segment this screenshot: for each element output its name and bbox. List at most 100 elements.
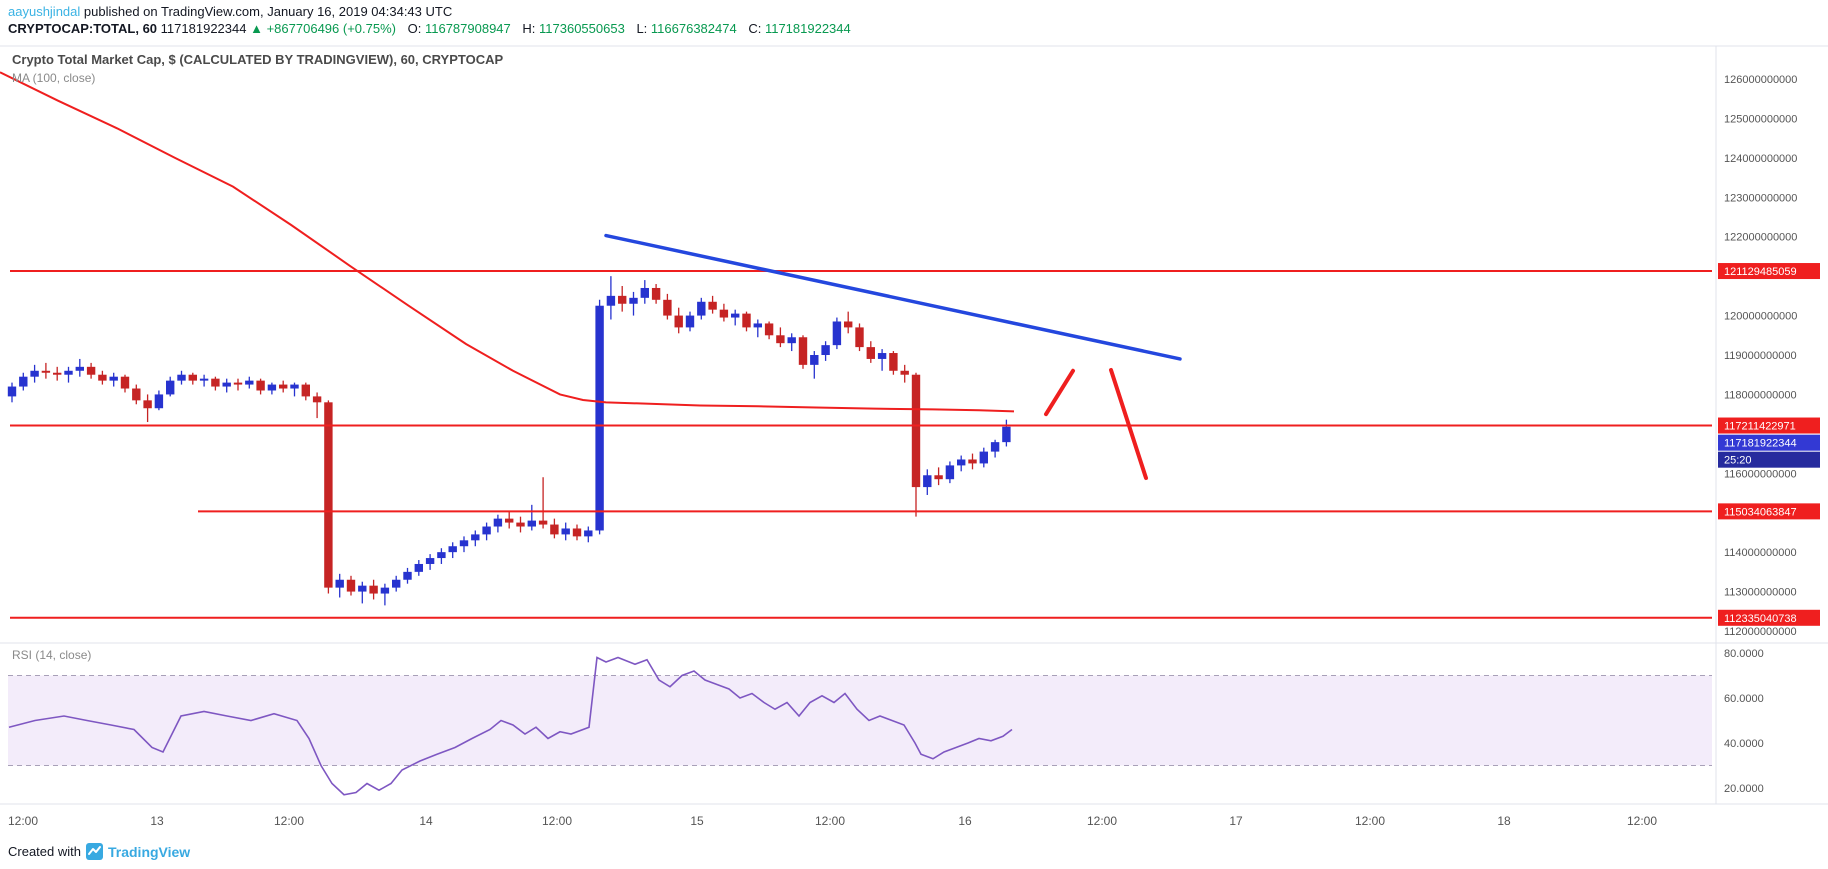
change-value: +867706496 (+0.75%) [266,21,396,36]
candle-body [651,287,661,300]
last-price-label-bg [1718,434,1820,451]
author-link[interactable]: aayushjindal [8,4,81,19]
candle-body [697,301,706,316]
candle-body [979,451,988,464]
candle-body [832,321,842,346]
price-level-label-text: 117211422971 [1724,421,1796,433]
candle-body [629,297,638,304]
candle-body [821,345,830,356]
candle-body [877,353,887,359]
time-tick-label: 14 [419,814,433,828]
time-tick-label: 15 [690,814,704,828]
candle-body [900,370,909,375]
candle-body [505,518,514,523]
trendline [604,233,1182,361]
time-tick-label: 12:00 [542,814,572,828]
candle-body [312,396,322,403]
candle-body [810,355,819,365]
low-value: 116676382474 [650,21,737,36]
candle-body [335,579,344,588]
candle-body [618,295,627,304]
candle-body [742,313,751,328]
candle-body [787,337,796,344]
candle-body [516,522,525,527]
price-level-label-bg [1718,503,1820,520]
candle-body [561,528,570,535]
candle-body [166,380,175,395]
tradingview-logo-icon[interactable] [85,843,103,860]
drawn-stroke [1044,368,1075,417]
price-tick-label: 120000000000 [1724,311,1797,323]
rsi-band [8,675,1712,766]
rsi-pane[interactable] [0,643,1716,804]
candle-body [968,459,977,464]
candle-body [233,382,243,385]
candle-body [256,380,265,391]
candle-body [53,372,62,375]
price-level-label-text: 115034063847 [1724,506,1797,518]
candle-body [448,546,457,553]
price-level-label-text: 121129485059 [1724,266,1797,278]
price-tick-label: 123000000000 [1724,192,1797,204]
candle-body [211,378,220,387]
last-value: 117181922344 [160,21,247,36]
price-level-label-text: 112335040738 [1724,613,1797,625]
time-tick-label: 12:00 [1087,814,1117,828]
symbol-ohlc-row: CRYPTOCAP:TOTAL, 60 117181922344 ▲ +8677… [8,21,851,36]
candle-body [482,526,491,535]
candle-body [199,378,209,381]
candle-body [30,370,39,377]
price-tick-label: 113000000000 [1724,587,1797,599]
high-value: 117360550653 [539,21,625,36]
candle-body [75,366,84,371]
drawn-stroke [1109,367,1148,481]
countdown-label-text: 25:20 [1724,455,1752,467]
time-scale[interactable] [0,804,1716,836]
candle-body [132,388,141,401]
price-level-label-bg [1718,609,1820,626]
low-label: L: [636,21,648,36]
candle-body [471,534,480,541]
price-tick-label: 125000000000 [1724,113,1797,125]
time-tick-label: 12:00 [8,814,38,828]
tradingview-brand-link[interactable]: TradingView [107,843,191,860]
high-label: H: [522,21,536,36]
candle-body [98,374,107,381]
created-with-text: Created with [8,844,81,859]
candle-body [290,384,299,389]
candle-body [369,585,378,594]
price-scale[interactable] [1716,46,1828,804]
watermark: Created with TradingView [8,843,190,860]
time-tick-label: 12:00 [1355,814,1385,828]
price-tick-label: 124000000000 [1724,153,1797,165]
candle-body [538,520,548,525]
candle-body [990,442,1000,452]
countdown-label-bg [1718,451,1820,468]
time-tick-label: 13 [150,814,164,828]
main-chart-pane[interactable] [0,46,1716,643]
candle-body [143,400,152,409]
candle-body [19,376,28,387]
rsi-study-label: RSI (14, close) [12,648,92,662]
candle-body [719,309,729,318]
candle-body [776,335,785,344]
candle-body [41,370,51,373]
candle-body [120,376,130,389]
candle-body [279,384,288,389]
open-label: O: [407,21,422,36]
candle-body [798,337,808,365]
publish-text: published on TradingView.com, January 16… [80,4,453,19]
candle-body [685,315,695,328]
candle-body [64,370,73,375]
rsi-tick-label: 60.0000 [1724,693,1764,705]
time-tick-label: 12:00 [815,814,845,828]
candle-body [86,366,96,375]
price-tick-label: 114000000000 [1724,547,1797,559]
rsi-line [8,656,1013,796]
time-tick-label: 18 [1497,814,1511,828]
price-level-label-bg [1718,417,1820,434]
candle-body [1002,426,1011,443]
change-arrow-icon: ▲ [250,21,263,36]
candle-body [866,347,875,359]
